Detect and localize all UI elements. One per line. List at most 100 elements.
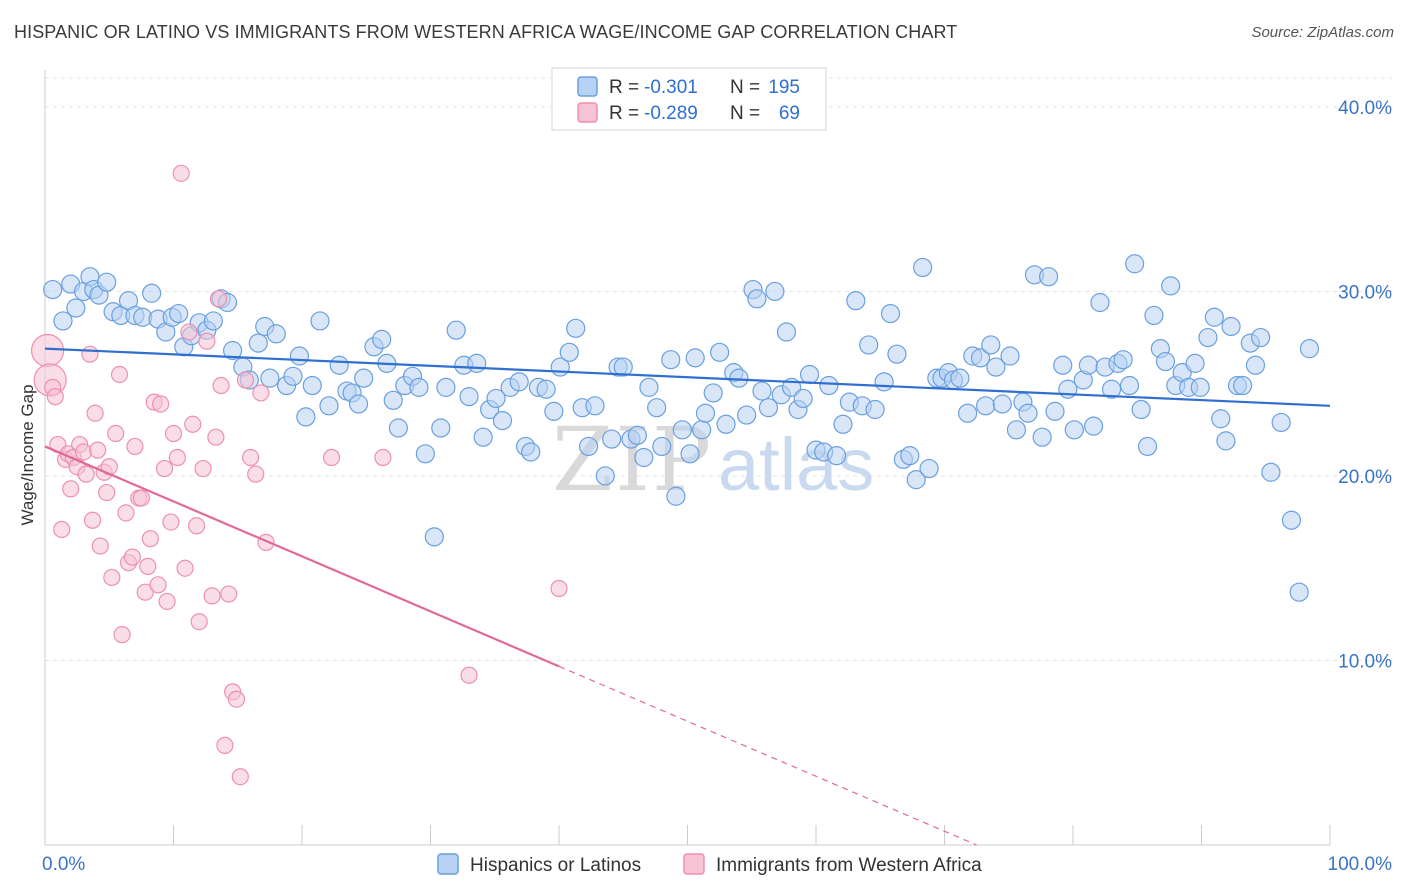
data-point [162, 513, 180, 531]
data-point [1038, 267, 1059, 287]
legend-n-value-1: 69 [779, 103, 800, 124]
data-point [1281, 510, 1302, 530]
data-point [212, 376, 230, 395]
data-point [180, 323, 198, 341]
data-point [906, 470, 926, 490]
data-point [266, 324, 286, 344]
data-point [758, 398, 779, 418]
data-point [260, 368, 280, 388]
data-point [1032, 427, 1052, 447]
data-point [460, 666, 478, 684]
data-point [859, 335, 879, 355]
data-point [43, 279, 63, 300]
data-point [372, 329, 392, 350]
data-point [613, 357, 633, 377]
data-point [559, 342, 579, 362]
data-point [81, 345, 99, 363]
data-point [793, 388, 813, 409]
data-point [117, 504, 135, 522]
data-point [149, 576, 167, 594]
data-point [374, 448, 392, 467]
data-point [747, 289, 767, 309]
data-point [639, 377, 659, 397]
data-point [136, 583, 154, 601]
data-point [627, 425, 647, 445]
data-point [919, 458, 939, 479]
data-point [981, 335, 1001, 355]
data-point [446, 320, 466, 340]
data-point [1161, 276, 1181, 296]
data-point [203, 311, 223, 331]
data-point [319, 396, 339, 416]
data-point [91, 537, 109, 555]
legend-n-label-0: N = [730, 77, 760, 98]
data-point [155, 459, 174, 478]
top-legend: R = -0.301 N = 195 R = -0.289 N = 69 [551, 67, 827, 131]
data-point [242, 448, 260, 467]
data-point [152, 395, 170, 413]
x-tick-label-min: 0.0% [42, 854, 85, 875]
data-point [194, 459, 212, 478]
data-point [424, 527, 444, 547]
data-point [1090, 292, 1110, 313]
legend-n-label-1: N = [730, 103, 760, 124]
data-point [329, 355, 349, 375]
data-point [1131, 399, 1151, 420]
data-point [223, 340, 243, 361]
data-point [976, 396, 996, 416]
data-point [970, 348, 991, 368]
data-point [310, 311, 330, 331]
data-point [900, 446, 920, 466]
data-point [695, 403, 716, 423]
data-point [509, 372, 529, 392]
data-point [1064, 420, 1084, 440]
data-point [1119, 375, 1140, 396]
data-point [383, 390, 403, 410]
data-point [1000, 346, 1020, 366]
data-point [1271, 412, 1291, 433]
data-point [169, 303, 189, 324]
data-point [672, 420, 692, 440]
data-point [123, 548, 141, 566]
data-point [231, 768, 249, 786]
data-point [89, 441, 107, 459]
data-point [283, 366, 303, 386]
data-point [950, 368, 970, 388]
data-point [103, 568, 121, 587]
data-point [1101, 379, 1122, 399]
data-point [544, 401, 564, 421]
data-point [1289, 582, 1309, 602]
bottom-legend-label-hispanic: Hispanics or Latinos [470, 855, 641, 876]
data-point [1251, 327, 1271, 348]
data-point [296, 407, 316, 427]
data-point [1185, 353, 1205, 373]
data-point [833, 414, 853, 434]
data-point [521, 442, 541, 462]
data-point [826, 446, 847, 466]
data-point [865, 399, 885, 420]
data-point [322, 448, 341, 467]
series-1 [30, 164, 568, 786]
data-point [83, 511, 102, 529]
data-point [203, 587, 221, 605]
data-point [1113, 350, 1133, 370]
data-point [652, 436, 672, 457]
data-point [74, 443, 93, 461]
data-point [227, 690, 246, 708]
data-point [776, 322, 797, 342]
data-point [172, 164, 190, 182]
data-point [1078, 355, 1099, 375]
watermark-atlas: atlas [718, 423, 874, 506]
data-point [1245, 355, 1266, 375]
data-point [289, 346, 310, 366]
data-point [1190, 377, 1210, 397]
axes [44, 70, 1331, 846]
data-point [492, 410, 513, 431]
data-point [220, 585, 238, 603]
data-point [409, 377, 429, 397]
legend-swatch-hispanic [577, 76, 598, 97]
data-point [647, 398, 667, 418]
data-point [737, 405, 757, 425]
trend-line-extension [558, 665, 977, 846]
data-point [236, 371, 255, 389]
